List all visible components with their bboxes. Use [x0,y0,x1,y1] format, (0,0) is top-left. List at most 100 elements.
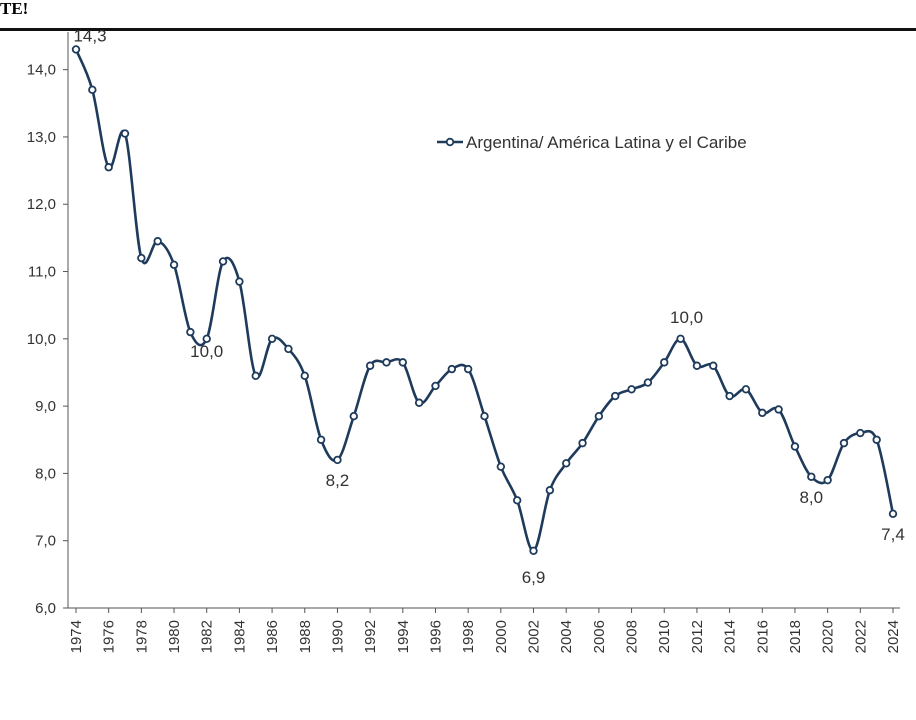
data-point [496,462,506,471]
x-tick-label: 1990 [329,620,346,653]
data-point [643,378,653,387]
data-point [300,371,309,381]
x-tick-label: 2016 [754,620,771,653]
data-label: 14,3 [73,26,106,45]
y-axis: 6,0 7,0 8,0 9,0 10,0 11,0 12,0 13,0 14,0 [27,32,69,617]
x-tick-label: 1986 [264,620,281,653]
data-point [333,455,342,465]
x-tick-label: 1980 [166,620,183,653]
data-point [186,327,195,337]
data-point [71,45,81,54]
data-point [137,253,146,263]
data-point [872,435,881,444]
y-tick-label: 8,0 [35,465,56,482]
x-tick-label: 2004 [558,620,575,653]
data-label: 8,0 [799,488,823,507]
data-point [529,546,538,555]
top-divider [0,28,916,31]
data-point [414,398,424,407]
data-point [431,381,440,391]
data-point [251,371,260,381]
data-point [153,237,162,246]
y-tick-label: 7,0 [35,533,56,550]
x-tick-label: 2024 [885,620,902,653]
data-point [512,496,522,505]
data-label: 8,2 [326,471,350,490]
data-point [267,334,277,344]
data-point [594,412,604,421]
x-tick-label: 2012 [689,620,706,653]
y-tick-label: 10,0 [27,331,56,348]
top-text-fragment: TE! [0,0,29,18]
y-tick-label: 12,0 [27,196,56,213]
x-axis: 1974 1976 1978 1980 1982 1984 1986 1988 1990 1992… [68,607,902,653]
legend: Argentina/ América Latina y el Caribe [437,133,747,152]
x-tick-label: 2010 [656,620,673,653]
x-tick-label: 1978 [133,620,150,653]
data-label: 10,0 [190,342,223,361]
series-layer [71,45,898,555]
x-tick-label: 2006 [591,620,608,653]
data-point [463,364,473,374]
x-tick-label: 2000 [493,620,510,653]
data-point [169,260,179,269]
data-point [888,509,898,518]
data-point [218,257,228,266]
data-point [790,442,800,451]
x-tick-label: 1976 [101,620,118,653]
data-point [807,472,816,481]
x-tick-label: 2020 [820,620,837,653]
data-point [120,129,130,138]
data-point [545,486,555,495]
data-label: 7,4 [881,525,905,544]
x-tick-label: 1996 [427,620,444,653]
data-label: 10,0 [670,308,703,327]
data-point [316,435,326,444]
data-point [725,391,734,401]
data-point [709,361,718,370]
x-tick-label: 2008 [624,620,641,653]
x-tick-label: 1998 [460,620,477,653]
data-point [627,385,636,394]
x-tick-label: 2018 [787,620,804,653]
data-point [692,361,702,370]
data-point [660,358,669,367]
y-tick-label: 11,0 [28,264,56,281]
data-point [365,361,375,370]
data-point [758,408,767,418]
legend-label: Argentina/ América Latina y el Caribe [466,133,747,152]
data-point [398,358,407,367]
x-tick-label: 1994 [395,620,412,653]
data-point [382,358,391,367]
y-tick-label: 9,0 [35,398,56,415]
series-line [74,48,895,553]
data-point [839,438,849,448]
x-tick-label: 1992 [362,620,379,653]
data-point [774,405,783,414]
x-tick-label: 2002 [526,620,543,653]
data-point [88,85,97,95]
x-tick-label: 1974 [68,620,85,653]
x-tick-label: 2022 [852,620,869,653]
data-point [741,385,751,394]
x-tick-label: 1988 [297,620,314,653]
data-point [104,163,113,172]
annotation-layer: 14,3 10,0 8,2 6,9 10,0 8,0 7,4 [73,26,904,586]
x-tick-label: 1982 [199,620,216,653]
data-point [202,334,211,344]
data-point [578,438,587,448]
data-point [284,344,293,354]
data-point [349,412,358,421]
x-tick-label: 1984 [231,620,248,653]
y-tick-label: 6,0 [35,600,56,617]
data-point [823,475,832,485]
y-tick-label: 13,0 [27,129,56,146]
data-label: 6,9 [522,568,546,587]
data-point [611,391,620,401]
data-point [480,412,489,421]
legend-marker-swatch [445,137,455,147]
data-point [562,459,571,468]
data-point [856,428,865,438]
data-point [676,334,685,344]
